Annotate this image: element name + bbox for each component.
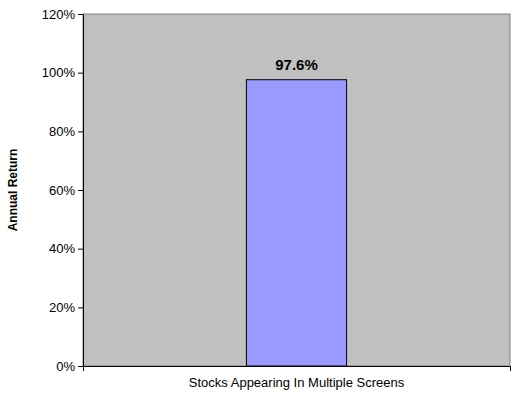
tick: 0% — [56, 359, 83, 374]
tick-label: 80% — [49, 124, 75, 139]
y-axis: 0% 20% 40% 60% 80% 100% 120% — [42, 7, 84, 374]
axis-line — [83, 15, 84, 367]
tick-mark — [78, 307, 83, 308]
tick-label: Stocks Appearing In Multiple Screens — [189, 375, 405, 390]
chart: 0% 20% 40% 60% 80% 100% 120% Stocks Appearing I… — [0, 0, 515, 403]
tick-label: 60% — [49, 183, 75, 198]
tick-mark — [78, 190, 83, 191]
x-axis: Stocks Appearing In Multiple Screens — [84, 367, 511, 391]
tick-mark — [78, 14, 83, 15]
tick-mark — [78, 73, 83, 74]
tick: Stocks Appearing In Multiple Screens — [189, 375, 405, 390]
tick: 120% — [42, 7, 83, 22]
tick-label: 20% — [49, 300, 75, 315]
bars — [246, 80, 346, 366]
data-label: 97.6% — [275, 56, 318, 73]
tick-mark — [78, 131, 83, 132]
bar — [246, 80, 346, 366]
tick-label: 100% — [42, 65, 76, 80]
data-labels: 97.6% — [275, 56, 318, 73]
tick-mark — [78, 366, 83, 367]
tick: 80% — [49, 124, 83, 139]
plot-background — [83, 14, 510, 366]
tick: 100% — [42, 65, 83, 80]
plot: 0% 20% 40% 60% 80% 100% 120% Stocks Appearing I… — [42, 7, 511, 391]
tick: 60% — [49, 183, 83, 198]
tick: 40% — [49, 241, 83, 256]
tick-label: 40% — [49, 241, 75, 256]
tick-label: 0% — [56, 359, 75, 374]
tick-mark — [78, 249, 83, 250]
y-axis-title: Annual Return — [6, 149, 20, 232]
axis-line — [84, 367, 511, 372]
tick-label: 120% — [42, 7, 76, 22]
tick: 20% — [49, 300, 83, 315]
